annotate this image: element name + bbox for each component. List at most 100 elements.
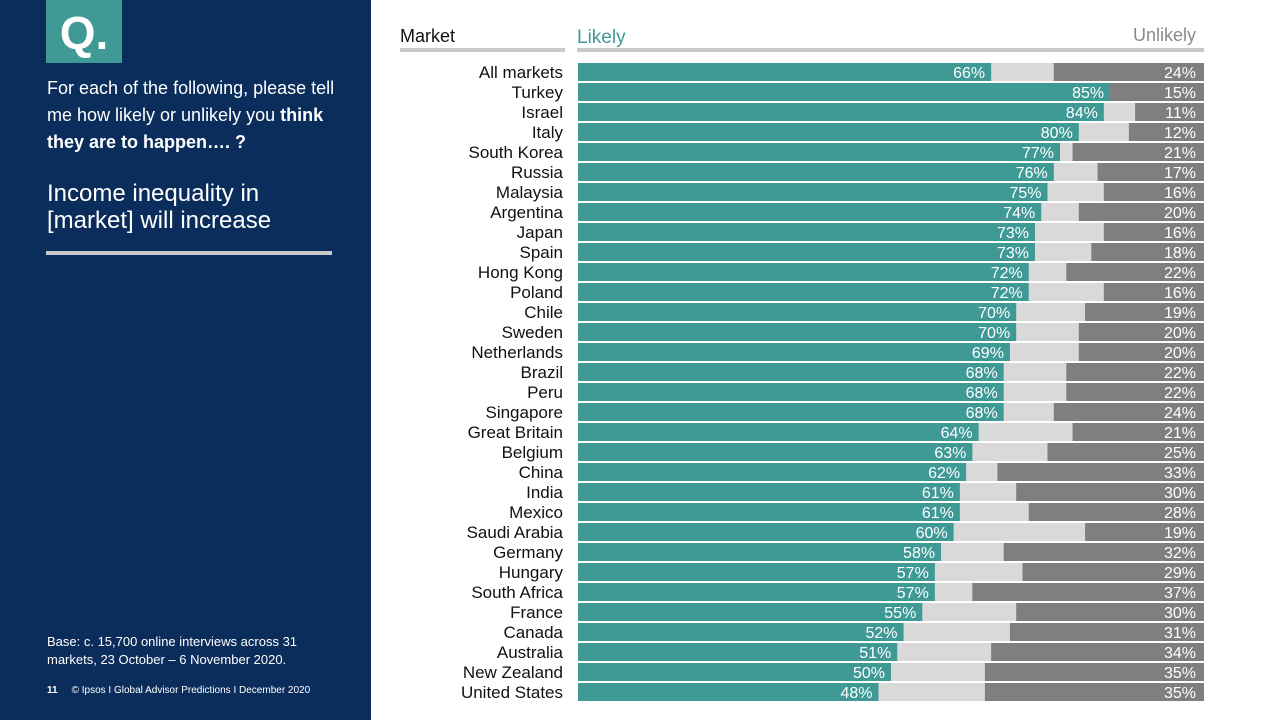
market-label: Russia: [511, 163, 564, 182]
market-label: Singapore: [485, 403, 563, 422]
market-label: All markets: [479, 63, 563, 82]
likely-value-label: 73%: [997, 225, 1029, 242]
bar-unlikely: [1128, 123, 1204, 141]
market-label: South Korea: [468, 143, 563, 162]
unlikely-value-label: 16%: [1164, 225, 1196, 242]
likely-value-label: 57%: [897, 565, 929, 582]
market-label: India: [526, 483, 563, 502]
bar-likely: [578, 63, 992, 81]
market-label: Italy: [532, 123, 564, 142]
bar-likely: [578, 563, 935, 581]
likely-value-label: 68%: [966, 385, 998, 402]
likely-value-label: 72%: [991, 265, 1023, 282]
bar-unlikely: [1047, 443, 1204, 461]
likely-value-label: 61%: [922, 485, 954, 502]
bar-likely: [578, 603, 923, 621]
likely-value-label: 61%: [922, 505, 954, 522]
likely-value-label: 50%: [853, 665, 885, 682]
bar-likely: [578, 163, 1054, 181]
divider: [46, 251, 332, 255]
bar-unlikely: [1009, 623, 1204, 641]
bar-likely: [578, 523, 954, 541]
likely-header: Likely: [577, 27, 626, 48]
likely-value-label: 66%: [953, 65, 985, 82]
market-label: China: [519, 463, 564, 482]
likely-value-label: 55%: [884, 605, 916, 622]
market-label: Peru: [527, 383, 563, 402]
likely-value-label: 70%: [978, 305, 1010, 322]
market-header: Market: [400, 26, 456, 46]
q-badge: Q.: [46, 0, 122, 63]
bar-unlikely: [1028, 503, 1204, 521]
unlikely-value-label: 22%: [1164, 365, 1196, 382]
unlikely-value-label: 20%: [1164, 345, 1196, 362]
bar-likely: [578, 243, 1035, 261]
market-label: Sweden: [502, 323, 563, 342]
market-label: Belgium: [502, 443, 563, 462]
bar-likely: [578, 123, 1079, 141]
unlikely-value-label: 20%: [1164, 325, 1196, 342]
bar-unlikely: [1003, 543, 1204, 561]
market-label: France: [510, 603, 563, 622]
likely-value-label: 77%: [1022, 145, 1054, 162]
bar-likely: [578, 283, 1029, 301]
statement-text: Income inequality in [market] will incre…: [47, 180, 272, 234]
bar-likely: [578, 343, 1010, 361]
unlikely-value-label: 19%: [1164, 305, 1196, 322]
unlikely-value-label: 24%: [1164, 65, 1196, 82]
bar-unlikely: [1053, 63, 1204, 81]
bar-likely: [578, 583, 935, 601]
market-label: South Africa: [471, 583, 563, 602]
likely-value-label: 75%: [1009, 185, 1041, 202]
likely-value-label: 84%: [1066, 105, 1098, 122]
unlikely-value-label: 18%: [1164, 245, 1196, 262]
unlikely-header: Unlikely: [1133, 25, 1197, 45]
unlikely-value-label: 30%: [1164, 605, 1196, 622]
bar-unlikely: [1016, 483, 1204, 501]
unlikely-value-label: 21%: [1164, 425, 1196, 442]
unlikely-value-label: 16%: [1164, 185, 1196, 202]
unlikely-value-label: 17%: [1164, 165, 1196, 182]
bar-unlikely: [1078, 323, 1204, 341]
likely-value-label: 57%: [897, 585, 929, 602]
bar-likely: [578, 323, 1017, 341]
unlikely-value-label: 22%: [1164, 385, 1196, 402]
market-label: Canada: [503, 623, 563, 642]
bar-unlikely: [984, 663, 1204, 681]
market-label: Turkey: [512, 83, 564, 102]
unlikely-value-label: 33%: [1164, 465, 1196, 482]
unlikely-value-label: 21%: [1164, 145, 1196, 162]
bar-unlikely: [1072, 423, 1204, 441]
unlikely-value-label: 12%: [1164, 125, 1196, 142]
bar-unlikely: [991, 643, 1204, 661]
market-label: Chile: [524, 303, 563, 322]
bar-unlikely: [1097, 163, 1204, 181]
market-label: Hungary: [499, 563, 564, 582]
likely-value-label: 68%: [966, 405, 998, 422]
bar-unlikely: [1103, 283, 1204, 301]
market-label: Mexico: [509, 503, 563, 522]
market-label: Australia: [497, 643, 564, 662]
likely-value-label: 73%: [997, 245, 1029, 262]
market-label: Netherlands: [471, 343, 563, 362]
likely-value-label: 80%: [1041, 125, 1073, 142]
market-header-rule: [400, 48, 565, 52]
market-label: Brazil: [520, 363, 563, 382]
bar-unlikely: [1066, 263, 1204, 281]
bar-likely: [578, 183, 1048, 201]
bar-unlikely: [1066, 383, 1204, 401]
market-label: Spain: [520, 243, 563, 262]
bar-likely: [578, 263, 1029, 281]
likely-value-label: 58%: [903, 545, 935, 562]
likely-value-label: 63%: [934, 445, 966, 462]
base-note: Base: c. 15,700 online interviews across…: [47, 634, 298, 667]
unlikely-value-label: 35%: [1164, 665, 1196, 682]
bar-unlikely: [1135, 103, 1204, 121]
bar-likely: [578, 683, 879, 701]
market-label: Malaysia: [496, 183, 564, 202]
bar-likely: [578, 643, 898, 661]
likely-value-label: 76%: [1016, 165, 1048, 182]
left-panel: Q. For each of the following, please tel…: [0, 0, 371, 720]
bar-likely: [578, 403, 1004, 421]
